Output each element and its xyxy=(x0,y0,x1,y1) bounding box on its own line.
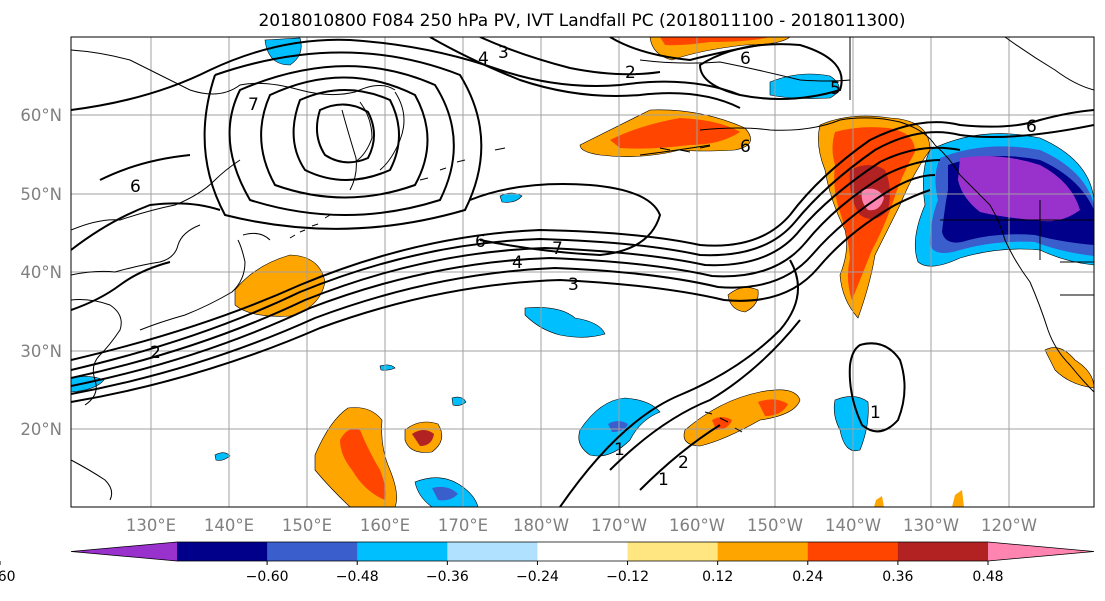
contour-label: 6 xyxy=(740,49,751,69)
negative-anomaly-east-of-hawaii xyxy=(833,396,869,452)
negative-anomaly-small-4 xyxy=(214,452,231,461)
colorbar-segment xyxy=(357,542,448,561)
contour-label: 6 xyxy=(740,137,751,157)
lat-label: 60°N xyxy=(20,106,62,125)
lat-label: 30°N xyxy=(20,342,62,361)
positive-anomaly-marianas-2 xyxy=(412,430,434,446)
lon-label: 160°W xyxy=(669,516,725,535)
contour-label: 1 xyxy=(870,403,881,423)
colorbar-tick-label: 0.60 xyxy=(0,569,16,585)
colorbar-extend-min xyxy=(71,542,177,561)
lon-label: 170°W xyxy=(591,516,647,535)
contour-label: 6 xyxy=(1026,117,1037,137)
positive-anomaly-small-7 xyxy=(952,490,964,507)
lon-label: 140°W xyxy=(825,516,881,535)
contour-labels: 7 4 3 2 6 5 6 7 6 4 3 6 6 1 1 2 1 2 xyxy=(130,43,1037,490)
colorbar-segment xyxy=(537,542,629,561)
contour-label: 1 xyxy=(614,440,625,460)
contour-label: 3 xyxy=(498,43,509,63)
colorbar-segment xyxy=(897,542,989,561)
lon-label: 150°E xyxy=(282,516,332,535)
contour-label: 2 xyxy=(678,453,689,473)
colorbar-extend-max xyxy=(988,542,1094,561)
colorbar-ticks: −0.60 −0.48 −0.36 −0.24 −0.12 0.12 0.24 0.36 0.4… xyxy=(0,561,1004,585)
latitude-labels: 60°N 50°N 40°N 30°N 20°N xyxy=(20,106,62,439)
lat-label: 20°N xyxy=(20,420,62,439)
contour-label: 4 xyxy=(512,253,523,273)
lon-label: 150°W xyxy=(747,516,803,535)
lon-label: 120°W xyxy=(981,516,1037,535)
colorbar-tick-label: 0.12 xyxy=(702,569,733,585)
map-panel: 7 4 3 2 6 5 6 7 6 4 3 6 6 1 1 2 1 2 xyxy=(70,36,1095,508)
negative-anomaly-small-3 xyxy=(379,364,396,371)
negative-anomaly-central-pacific xyxy=(524,307,606,338)
pv-contours xyxy=(71,37,1094,507)
contour-label: 6 xyxy=(130,177,141,197)
contour-label: 2 xyxy=(150,343,161,363)
colorbar-outline xyxy=(70,541,1095,562)
contour-label: 7 xyxy=(248,95,259,115)
colorbar-segment xyxy=(627,542,719,561)
colorbar-tick-label: 0.48 xyxy=(972,569,1003,585)
negative-anomaly-small-1 xyxy=(499,192,523,203)
colorbar-segment xyxy=(717,542,809,561)
contour-label: 7 xyxy=(552,239,563,259)
negative-anomaly-marshalls-2 xyxy=(432,486,458,501)
lon-label: 180°W xyxy=(513,516,569,535)
contour-label: 2 xyxy=(625,63,636,83)
lat-label: 50°N xyxy=(20,185,62,204)
colorbar-tick-label: −0.12 xyxy=(606,569,649,585)
lon-label: 160°E xyxy=(360,516,410,535)
lon-label: 130°W xyxy=(903,516,959,535)
graticule xyxy=(71,37,1094,507)
positive-anomaly-mexico xyxy=(1044,347,1094,389)
colorbar-tick-label: −0.60 xyxy=(246,569,289,585)
longitude-labels: 130°E 140°E 150°E 160°E 170°E 180°W 170°… xyxy=(126,516,1037,535)
map-border xyxy=(70,36,1095,508)
contour-label: 5 xyxy=(830,79,841,99)
contour-label: 4 xyxy=(478,49,489,69)
figure-title: 2018010800 F084 250 hPa PV, IVT Landfall… xyxy=(258,11,905,31)
positive-anomaly-bering-2 xyxy=(610,118,740,149)
lon-label: 140°E xyxy=(204,516,254,535)
colorbar-segment xyxy=(267,542,358,561)
colorbar-tick-label: −0.48 xyxy=(336,569,379,585)
positive-anomaly-arctic-2 xyxy=(660,37,770,46)
colorbar-segments xyxy=(70,541,1095,562)
contour-label: 1 xyxy=(658,470,669,490)
colorbar-tick-label: −0.24 xyxy=(516,569,559,585)
colorbar-tick-label: −0.36 xyxy=(426,569,469,585)
positive-anomaly-small-6 xyxy=(874,496,884,507)
colorbar-tick-label: 0.36 xyxy=(882,569,913,585)
colorbar-tick-label: 0.24 xyxy=(792,569,823,585)
positive-anomaly-hawaii-2 xyxy=(758,399,788,416)
lon-label: 130°E xyxy=(126,516,176,535)
colorbar-segment xyxy=(177,542,268,561)
colorbar-segment xyxy=(807,542,899,561)
lon-label: 170°E xyxy=(438,516,488,535)
contour-label: 6 xyxy=(475,232,486,252)
contour-label: 3 xyxy=(568,275,579,295)
negative-anomaly-northeast-pacific-4 xyxy=(958,156,1080,222)
positive-anomaly-west-pacific-2 xyxy=(340,428,386,500)
coastlines xyxy=(71,37,1094,501)
colorbar: −0.60 −0.48 −0.36 −0.24 −0.12 0.12 0.24 0.36 0.4… xyxy=(0,541,1095,585)
lat-label: 40°N xyxy=(20,263,62,282)
colorbar-segment xyxy=(447,542,538,561)
